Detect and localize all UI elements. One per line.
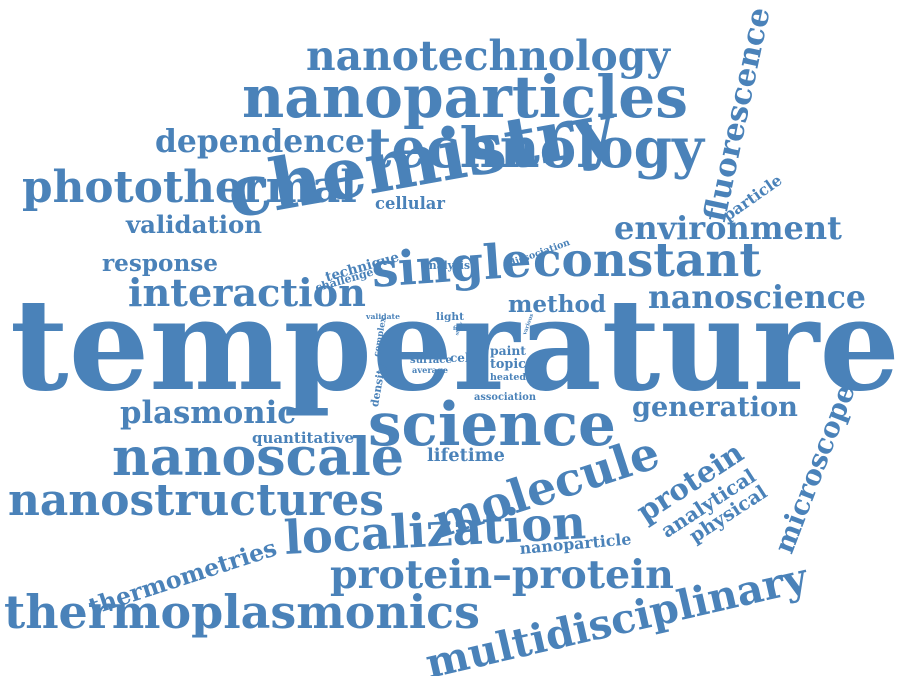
word-generation: generation bbox=[632, 391, 798, 423]
word-association: association bbox=[474, 392, 536, 403]
word-science: science bbox=[368, 390, 616, 460]
word-nanoparticles: nanoparticles bbox=[242, 62, 688, 131]
word-thermoplasmonics: thermoplasmonics bbox=[4, 585, 480, 639]
word-plasmonic: plasmonic bbox=[120, 395, 296, 431]
word-cell: cell bbox=[450, 351, 474, 365]
word-topic: topic bbox=[490, 357, 526, 372]
word-analysis: analysis bbox=[422, 259, 470, 272]
word-protein-protein: protein–protein bbox=[330, 552, 674, 598]
word-environment: environment bbox=[614, 209, 842, 247]
word-light: light bbox=[436, 311, 464, 323]
word-technology: technology bbox=[366, 115, 704, 180]
word-response: response bbox=[102, 250, 218, 277]
word-interaction: interaction bbox=[128, 271, 366, 316]
word-dependence: dependence bbox=[155, 124, 365, 160]
word-method: method bbox=[508, 291, 606, 318]
word-average: average bbox=[412, 365, 448, 375]
word-surface: surface bbox=[410, 354, 452, 366]
word-temperature: temperature bbox=[10, 270, 900, 419]
word-validate: validate bbox=[366, 312, 400, 321]
word-photothermal: photothermal bbox=[22, 162, 357, 213]
word-nanostructures: nanostructures bbox=[8, 475, 384, 526]
word-lifetime: lifetime bbox=[427, 445, 505, 466]
word-heated: heated bbox=[490, 372, 526, 383]
word-nanotechnology: nanotechnology bbox=[306, 32, 670, 80]
word-validation: validation bbox=[126, 210, 262, 239]
word-constant: constant bbox=[533, 233, 761, 288]
word-field: field bbox=[453, 326, 467, 332]
word-quantitative: quantitative bbox=[252, 429, 354, 447]
word-cellular: cellular bbox=[375, 194, 445, 213]
word-paint: paint bbox=[490, 343, 526, 358]
word-nanoscience: nanoscience bbox=[648, 279, 866, 316]
word-nanoscale: nanoscale bbox=[112, 427, 404, 488]
